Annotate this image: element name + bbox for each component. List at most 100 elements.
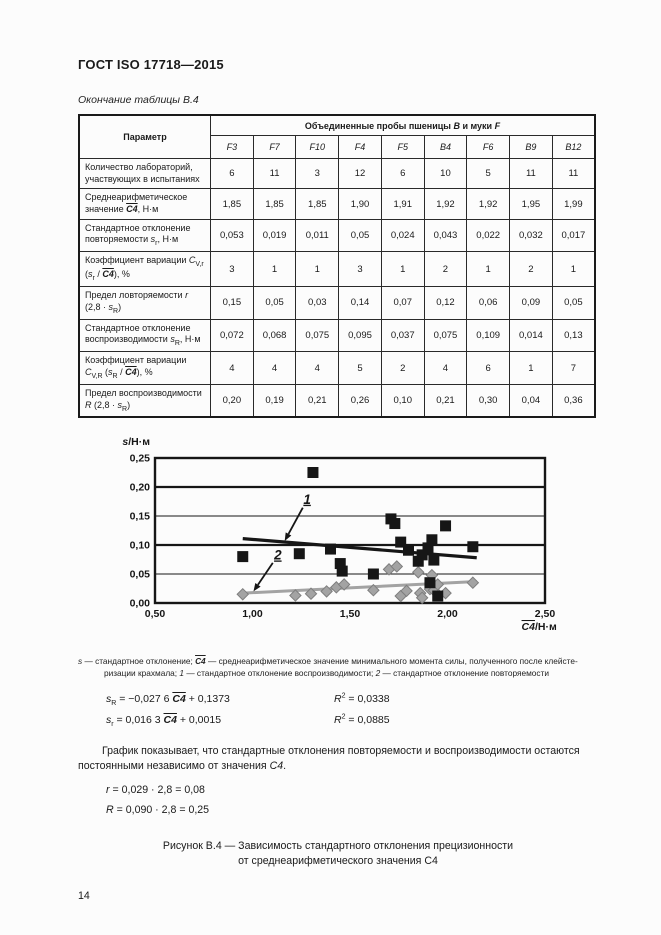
x-tick-label: 2,00	[437, 608, 458, 620]
x-tick-label: 1,00	[242, 608, 263, 620]
table-cell: 0,053	[210, 218, 254, 253]
table-cell: 0,21	[295, 383, 340, 418]
column-header-B4: B4	[423, 135, 468, 159]
column-header-F4: F4	[338, 135, 382, 159]
figure-caption: Рисунок В.4 — Зависимость стандартного о…	[78, 839, 598, 870]
document-page: ГОСТ ISO 17718—2015 Окончание таблицы В.…	[78, 57, 600, 902]
y-tick-label: 0,05	[130, 569, 151, 581]
y-tick-label: 0,20	[130, 482, 151, 494]
calc-r: r = 0,029 · 2,8 = 0,08	[106, 783, 205, 796]
table-row: Стандартное отклонение повторяемости sr,…	[78, 218, 596, 253]
table-cell: 2	[509, 251, 553, 288]
table-cell: 0,30	[466, 383, 511, 418]
table-cell: 1,90	[338, 188, 382, 220]
table-cell: 0,043	[423, 218, 468, 253]
table-cell: 3	[210, 251, 254, 288]
table-cell: 2	[423, 251, 468, 288]
table-cell: 1,95	[509, 188, 553, 220]
x-tick-label: 0,50	[145, 608, 166, 620]
table-cell: 3	[295, 157, 340, 190]
table-cell: 0,037	[380, 318, 425, 353]
row-label: Среднеарифметическое значение C4, Н·м	[78, 188, 211, 220]
table-row: Стандартное отклонение воспроизводимости…	[78, 318, 596, 353]
table-cell: 1	[466, 251, 511, 288]
table-cell: 1,85	[295, 188, 340, 220]
data-point-square	[422, 542, 434, 554]
figure-caption-line-2: от среднеарифметического значения С4	[238, 855, 438, 868]
table-row: Среднеарифметическое значение C4, Н·м 1,8…	[78, 188, 596, 220]
table-cell: 0,072	[210, 318, 254, 353]
table-cell: 0,011	[295, 218, 340, 253]
table-row: Коэффициент вариации CV,R (sR / C4), % 4 4…	[78, 351, 596, 385]
row-label: Стандартное отклонение повторяемости sr,…	[78, 218, 211, 253]
table-cell: 1,92	[466, 188, 511, 220]
table-cell: 11	[252, 157, 297, 190]
data-point-diamond	[390, 560, 404, 574]
data-point-square	[395, 537, 407, 549]
data-point-diamond	[415, 591, 429, 605]
table-cell: 0,109	[466, 318, 511, 353]
table-cell: 0,03	[295, 286, 340, 320]
table-cell: 0,12	[423, 286, 468, 320]
column-header-F3: F3	[210, 135, 254, 159]
figure-chart: 1 2 0,00 0,05 0,10 0,15 0,20 0,25 s/Н·м 0,50 1,00 1…	[78, 429, 600, 646]
y-tick-label: 0,15	[130, 511, 151, 523]
table-cell: 0,014	[509, 318, 553, 353]
equation-sR: sR = −0,027 6 C4 + 0,1373 R2 = 0,0338	[106, 690, 598, 710]
table-cell: 5	[338, 351, 382, 385]
annotation-arrow-line	[257, 562, 274, 586]
table-cell: 0,20	[210, 383, 254, 418]
x-tick-label: 1,50	[340, 608, 361, 620]
table-cell: 0,017	[551, 218, 596, 253]
table-cell: 0,019	[252, 218, 297, 253]
table-cell: 0,14	[338, 286, 382, 320]
table-cell: 5	[466, 157, 511, 190]
table-cell: 2	[380, 351, 425, 385]
y-tick-label: 0,25	[130, 453, 151, 465]
annotation-label: 2	[273, 548, 282, 563]
footnote-line-1: s — стандартное отклонение; C4 — среднеа…	[78, 656, 578, 667]
annotation-arrow-head	[253, 583, 261, 592]
table-cell: 0,06	[466, 286, 511, 320]
column-header-B9: B9	[509, 135, 553, 159]
data-point-diamond	[337, 578, 351, 592]
data-point-square	[293, 548, 305, 560]
precision-table: Параметр Объединенные пробы пшеницы В и м…	[78, 114, 596, 419]
table-cell: 0,13	[551, 318, 596, 353]
data-point-diamond	[304, 587, 318, 601]
table-cell: 0,075	[295, 318, 340, 353]
row-label: Коэффициент вариации CV,R (sR / C4), %	[78, 351, 211, 385]
page-number: 14	[78, 889, 90, 902]
table-cell: 0,10	[380, 383, 425, 418]
data-point-square	[334, 558, 346, 570]
data-point-square	[403, 545, 414, 557]
annotation-label: 1	[303, 492, 311, 507]
data-point-square	[412, 556, 424, 568]
y-axis-title: s/Н·м	[122, 436, 150, 448]
data-point-square	[426, 534, 438, 546]
table-cell: 4	[423, 351, 468, 385]
table-cell: 12	[338, 157, 382, 190]
data-point-square	[336, 566, 348, 578]
table-cell: 4	[252, 351, 297, 385]
column-header-F5: F5	[380, 135, 425, 159]
equation-sr-r2: R2 = 0,0885	[334, 713, 390, 726]
y-tick-label: 0,00	[130, 598, 151, 610]
table-cell: 7	[551, 351, 596, 385]
table-cell: 4	[295, 351, 340, 385]
table-cell: 0,19	[252, 383, 297, 418]
table-cell: 1,99	[551, 188, 596, 220]
data-point-diamond	[367, 584, 380, 597]
table-row: Количество лабораторий, участвующих в ис…	[78, 157, 596, 190]
data-point-square	[416, 549, 428, 561]
annotation-arrow-line	[287, 507, 304, 535]
data-point-square	[237, 551, 249, 563]
figure-footnote: s — стандартное отклонение; C4 — среднеа…	[78, 655, 598, 679]
table-cell: 1,85	[210, 188, 254, 220]
row-label: Коэффициент вариации CV,r (sr / C4), %	[78, 251, 211, 288]
data-point-square	[440, 520, 452, 532]
table-cell: 0,032	[509, 218, 553, 253]
table-cell: 1	[509, 351, 553, 385]
table-cell: 11	[551, 157, 596, 190]
table-title: Окончание таблицы В.4	[78, 94, 199, 106]
